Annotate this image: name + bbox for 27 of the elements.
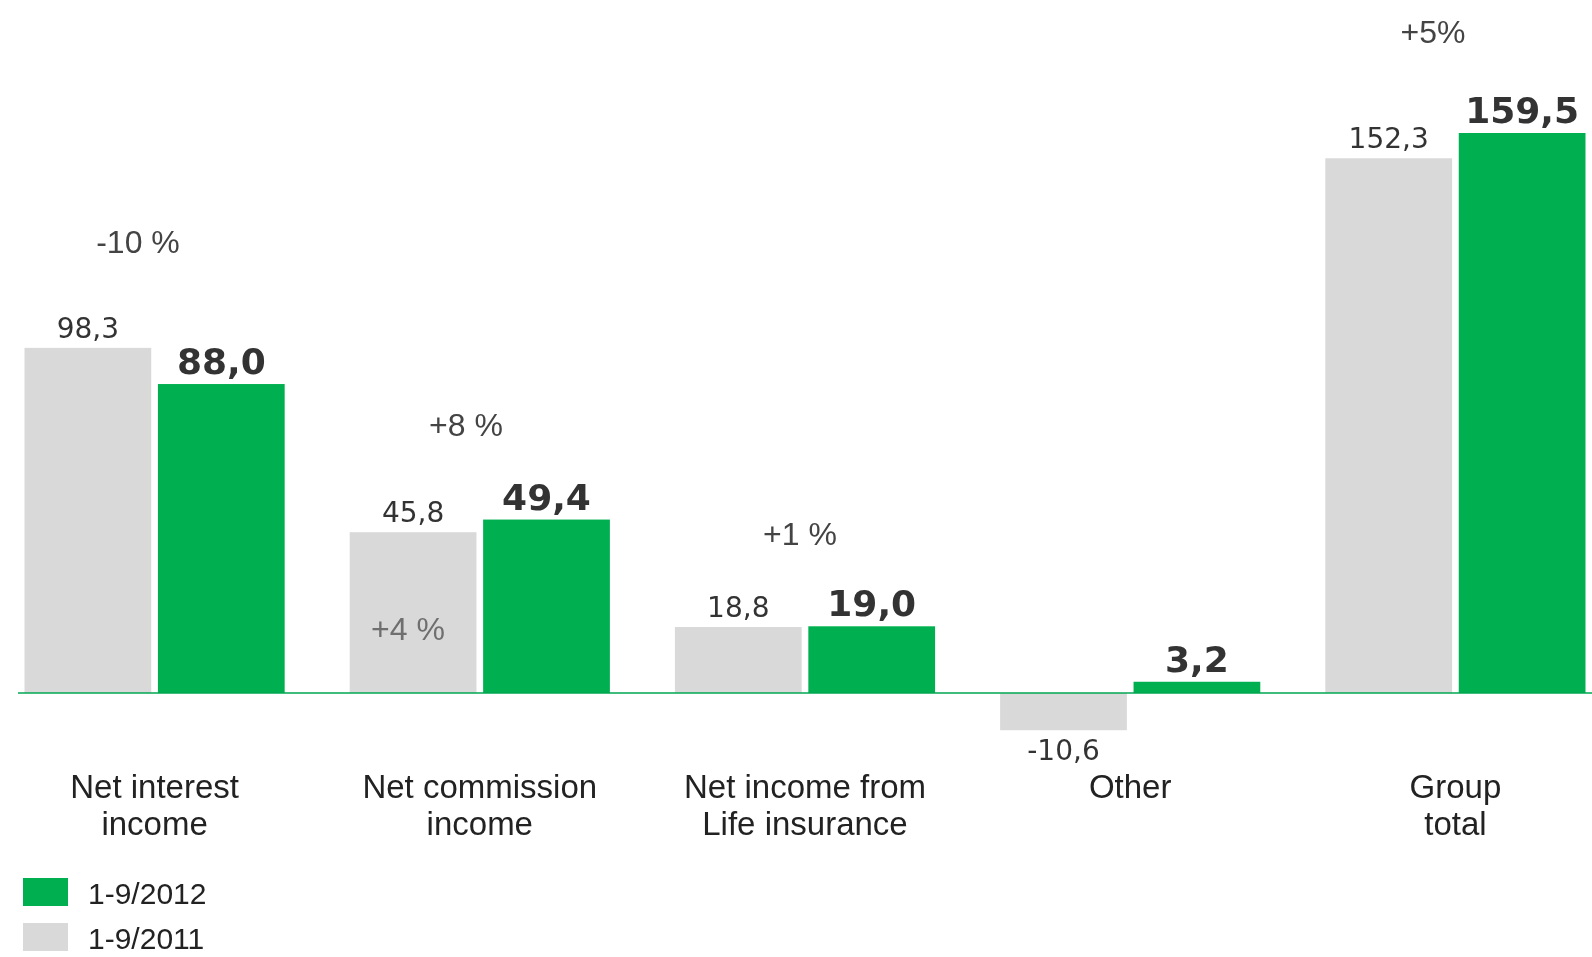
x-tick-label: Net interest income xyxy=(70,768,239,842)
legend-label: 1-9/2011 xyxy=(88,922,205,955)
x-tick-label: Net commission income xyxy=(362,768,598,842)
data-label: 3,2 xyxy=(1165,638,1229,680)
data-label: 45,8 xyxy=(381,496,445,530)
bar xyxy=(1325,158,1453,693)
annotation: +1 % xyxy=(763,516,837,552)
text: +5% xyxy=(1400,14,1466,50)
x-tick-label: Net income from Life insurance xyxy=(683,768,927,842)
data-label: 88,0 xyxy=(176,341,266,383)
annotation: +4 % xyxy=(371,611,445,647)
bar xyxy=(1000,693,1127,731)
data-label: -10,6 xyxy=(1027,734,1100,768)
x-tick-label: Other xyxy=(1088,768,1172,805)
data-label: 152,3 xyxy=(1348,122,1429,156)
bar xyxy=(24,347,152,693)
data-label: 98,3 xyxy=(56,311,120,345)
data-label: 19,0 xyxy=(827,583,917,625)
data-label: 49,4 xyxy=(502,476,591,518)
x-tick-label: Group total xyxy=(1409,768,1502,842)
data-label: 159,5 xyxy=(1465,90,1580,131)
bar xyxy=(674,626,802,693)
bar xyxy=(349,532,477,693)
data-label: 18,8 xyxy=(707,590,770,624)
annotation: +8 % xyxy=(429,407,503,443)
annotation: -10 % xyxy=(96,224,180,260)
legend-label: 1-9/2012 xyxy=(88,877,207,910)
